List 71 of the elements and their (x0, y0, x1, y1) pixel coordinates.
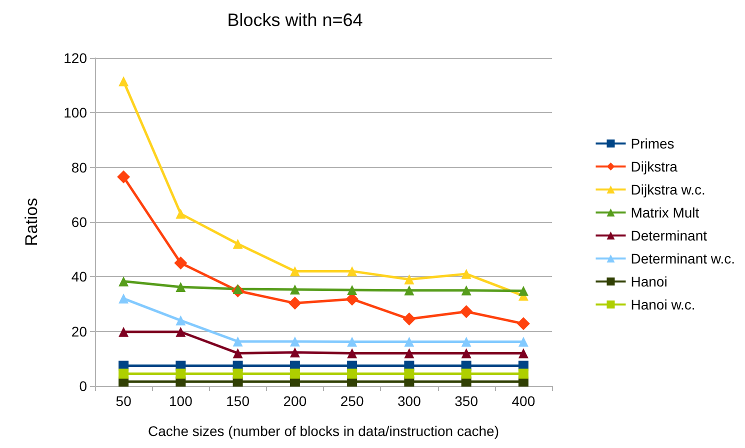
y-tick-label: 0 (79, 378, 88, 394)
point (461, 368, 472, 379)
point (232, 284, 243, 294)
x-tick-label: 250 (340, 393, 364, 409)
y-tick-label: 40 (71, 268, 88, 285)
x-tick-label: 200 (283, 393, 307, 409)
point (117, 170, 130, 184)
x-axis-title: Cache sizes (number of blocks in data/instruction cache) (148, 423, 499, 439)
point (176, 208, 186, 219)
point (118, 368, 129, 379)
point (232, 336, 243, 346)
point (404, 274, 414, 284)
point (176, 282, 186, 292)
point (347, 336, 358, 347)
point (290, 347, 300, 358)
point (402, 312, 416, 326)
y-tick-label: 100 (64, 104, 88, 121)
point (460, 305, 473, 318)
point (461, 336, 472, 347)
point (518, 348, 528, 358)
point (232, 238, 243, 249)
legend-label: Matrix Mult (630, 204, 700, 220)
point (404, 348, 414, 358)
point (518, 368, 528, 379)
point (118, 294, 129, 304)
point (404, 368, 414, 379)
point (232, 348, 243, 358)
legend-label: Hanoi (630, 274, 668, 290)
x-tick-label: 300 (398, 393, 422, 409)
y-tick-label: 120 (64, 50, 88, 66)
x-tick-label: 50 (116, 393, 132, 409)
point (290, 368, 300, 379)
point (290, 336, 300, 346)
point (347, 285, 358, 296)
x-tick-label: 400 (512, 393, 536, 409)
point (290, 284, 300, 295)
point (404, 285, 414, 296)
point (461, 348, 472, 358)
point (176, 368, 186, 379)
point (118, 76, 129, 86)
legend-label: Determinant (630, 228, 708, 244)
point (518, 286, 528, 296)
y-axis-title: Ratios (22, 198, 41, 246)
legend-label: Dijkstra (630, 158, 678, 174)
legend-label: Primes (630, 136, 674, 152)
point (461, 268, 472, 279)
point (404, 336, 414, 347)
legend-label: Hanoi w.c. (630, 296, 696, 312)
x-tick-label: 350 (454, 393, 478, 409)
point (118, 276, 129, 286)
point (174, 256, 188, 270)
point (290, 266, 300, 276)
point (176, 326, 186, 337)
y-tick-label: 20 (71, 323, 88, 340)
point (176, 315, 186, 326)
point (347, 348, 358, 358)
point (516, 317, 530, 330)
point (118, 326, 129, 337)
point (518, 336, 528, 347)
point (232, 368, 243, 379)
point (347, 368, 358, 379)
point (347, 266, 358, 276)
chart-title: Blocks with n=64 (227, 10, 363, 30)
y-tick-label: 60 (71, 214, 88, 230)
y-tick-label: 80 (71, 159, 88, 176)
x-tick-label: 100 (169, 393, 193, 409)
x-tick-label: 150 (226, 393, 250, 409)
legend-label: Determinant w.c. (630, 250, 736, 266)
point (288, 296, 302, 310)
point (461, 285, 472, 296)
legend-label: Dijkstra w.c. (630, 182, 706, 198)
